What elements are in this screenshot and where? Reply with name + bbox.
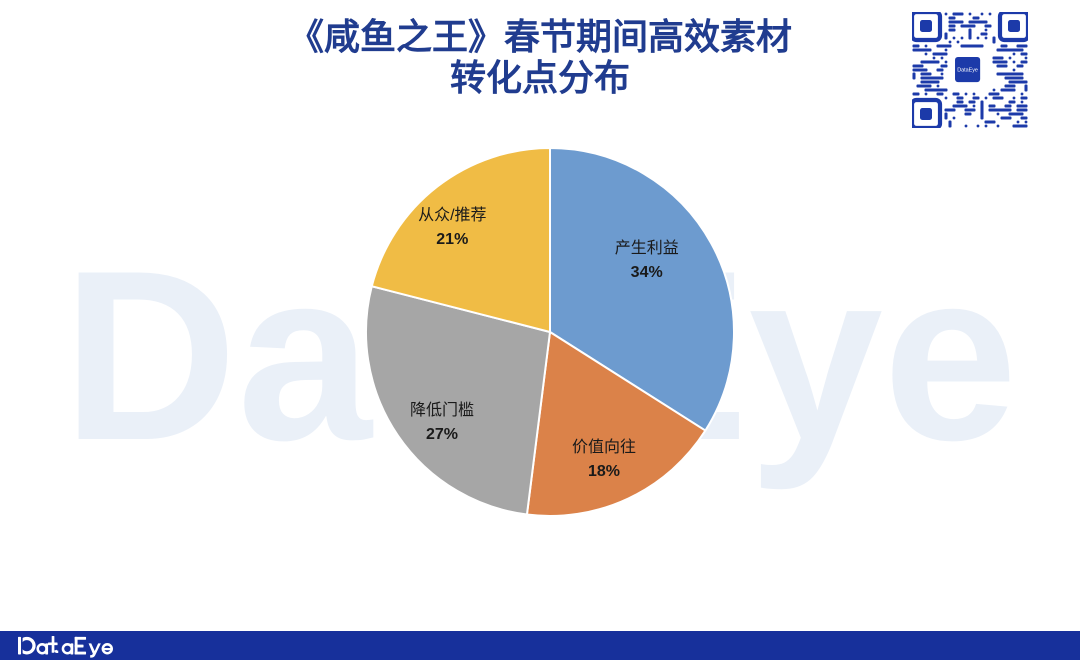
svg-text:DataEye: DataEye — [957, 67, 978, 73]
svg-text:价值向往: 价值向往 — [572, 438, 636, 456]
svg-text:21%: 21% — [436, 231, 468, 248]
svg-text:降低门槛: 降低门槛 — [410, 401, 474, 419]
svg-text:18%: 18% — [588, 463, 620, 480]
svg-text:从众/推荐: 从众/推荐 — [418, 206, 486, 224]
svg-text:产生利益: 产生利益 — [615, 239, 679, 257]
svg-text:27%: 27% — [426, 426, 458, 443]
svg-text:34%: 34% — [631, 264, 663, 281]
